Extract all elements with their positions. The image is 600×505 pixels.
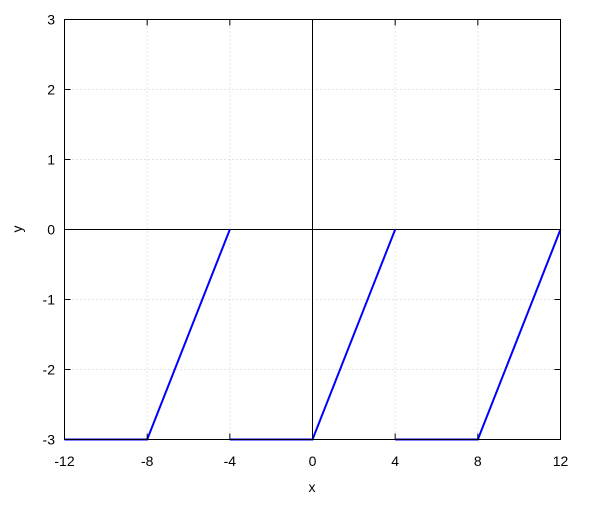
x-tick-labels: -12 -8 -4 0 4 8 12 (54, 453, 568, 469)
x-tick-label: -12 (54, 453, 74, 469)
y-tick-labels: -3 -2 -1 0 1 2 3 (43, 12, 56, 448)
y-tick-label: 3 (47, 12, 55, 28)
y-tick-label: 1 (47, 152, 55, 168)
y-tick-label: 0 (47, 222, 55, 238)
ticks (64, 19, 561, 440)
x-axis-label: x (309, 479, 316, 495)
y-tick-label: -2 (43, 362, 56, 378)
x-tick-label: 8 (474, 453, 482, 469)
zero-axes (64, 19, 561, 440)
x-tick-label: -8 (141, 453, 154, 469)
y-axis-label: y (9, 226, 25, 233)
y-tick-label: -1 (43, 292, 56, 308)
y-tick-label: -3 (43, 432, 56, 448)
x-tick-label: 12 (553, 453, 569, 469)
y-tick-label: 2 (47, 82, 55, 98)
x-tick-label: 4 (391, 453, 399, 469)
x-tick-label: 0 (309, 453, 317, 469)
x-tick-label: -4 (224, 453, 237, 469)
